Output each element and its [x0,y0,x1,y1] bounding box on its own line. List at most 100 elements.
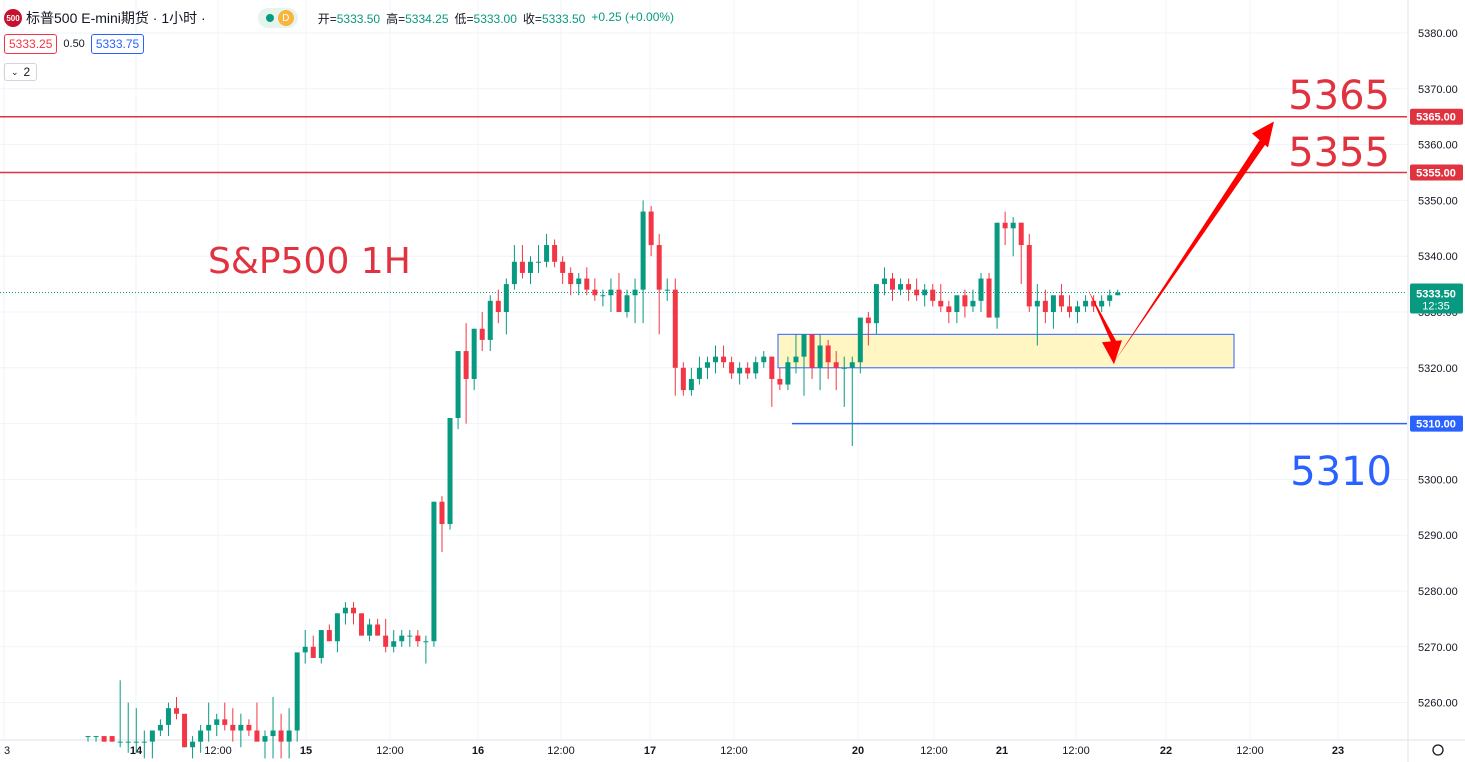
candle-body [1010,222,1016,229]
candle-body [713,356,719,363]
candle-body [769,356,775,379]
candle-body [1099,300,1105,307]
candle-body [793,356,799,363]
candle-body [294,652,300,731]
candle-body [664,289,670,291]
time-tick-label: 3 [4,745,10,757]
candle-body [302,646,308,653]
candle-body [809,334,815,368]
time-tick-label: 17 [644,745,656,757]
candle-body [600,295,606,297]
candle-body [938,300,944,307]
candle-body [85,736,91,738]
ohlc-readout: 开=5333.50 高=5334.25 低=5333.00 收=5333.50 … [318,10,674,27]
candle-body [246,724,252,731]
candle-body [729,362,735,374]
level-price-label: 5310.00 [1416,419,1456,431]
candle-body [101,736,107,742]
candle-body [536,261,542,263]
level-big-label: 5310 [1290,449,1392,495]
candle-body [761,356,767,363]
settings-gear-icon [1432,744,1444,756]
candle-body [696,367,702,379]
candle-body [206,724,212,731]
candle-body [922,289,928,296]
indicators-toggle[interactable]: ⌄ 2 [4,63,38,81]
candle-body [688,378,694,391]
candle-body [149,730,155,742]
candle-body [334,613,340,642]
time-tick-label: 23 [1332,745,1344,757]
candle-body [278,730,284,742]
buy-price-button[interactable]: 5333.75 [90,34,145,54]
candle-body [544,245,550,262]
candle-body [672,289,678,368]
candle-body [825,345,831,363]
candle-body [511,261,517,285]
time-tick-label: 12:00 [720,745,748,757]
candle-body [495,300,501,312]
candle-body [616,289,622,312]
candle-body [584,278,590,290]
candle-body [399,635,405,642]
candle-body [994,222,1000,318]
candle-body [785,362,791,385]
symbol-title[interactable]: 标普500 E-mini期货 · 1小时 · [26,10,206,26]
candle-body [359,613,365,636]
candle-body [391,641,397,647]
candle-body [568,272,574,285]
price-tick-label: 5270.00 [1418,642,1458,654]
candle-body [1050,295,1056,312]
candle-body [962,295,968,307]
price-tick-label: 5260.00 [1418,698,1458,710]
market-open-dot-icon [265,14,274,22]
candle-body [367,624,373,636]
projection-up-arrowhead [1252,121,1274,148]
candle-body [117,741,123,743]
candle-body [954,295,960,312]
price-tick-label: 5290.00 [1418,530,1458,542]
candle-body [503,284,509,312]
candle-body [133,741,139,743]
candle-body [777,378,783,385]
time-tick-label: 12:00 [547,745,575,757]
candle-body [310,646,316,658]
candle-body [930,289,936,301]
candle-body [125,741,131,743]
candle-body [970,300,976,307]
candle-body [109,736,115,742]
candle-body [1042,300,1048,312]
candle-body [415,635,421,642]
candle-body [753,362,759,374]
time-tick-label: 15 [300,745,312,757]
projection-up-arrow-shaft [1114,139,1266,363]
level-price-tag [1410,164,1463,181]
price-tick-label: 5380.00 [1418,28,1458,40]
candle-body [1075,306,1081,312]
candle-body [745,367,751,374]
market-status-pill[interactable]: D [257,8,298,28]
candle-body [656,245,662,290]
candle-body [986,278,992,318]
price-tick-label: 5360.00 [1418,140,1458,152]
candle-body [978,278,984,301]
candle-body [326,630,332,642]
sell-price-button[interactable]: 5333.25 [4,34,58,54]
candle-body [519,261,525,273]
projection-down-arrow-shaft [1088,289,1118,347]
candle-body [471,328,477,379]
candle-body [1066,306,1072,312]
price-tick-label: 5370.00 [1418,84,1458,96]
candle-body [914,289,920,296]
session-badge: D [277,10,294,26]
candle-body [898,284,904,290]
candle-body [238,724,244,731]
ohlc-high: 高=5334.25 [386,11,449,26]
candle-body [423,641,429,643]
candle-body [93,736,99,738]
candle-body [906,284,912,290]
quote-panel: 5333.25 0.50 5333.75 [4,34,145,54]
candle-body [865,317,871,324]
price-tick-label: 5320.00 [1418,363,1458,375]
